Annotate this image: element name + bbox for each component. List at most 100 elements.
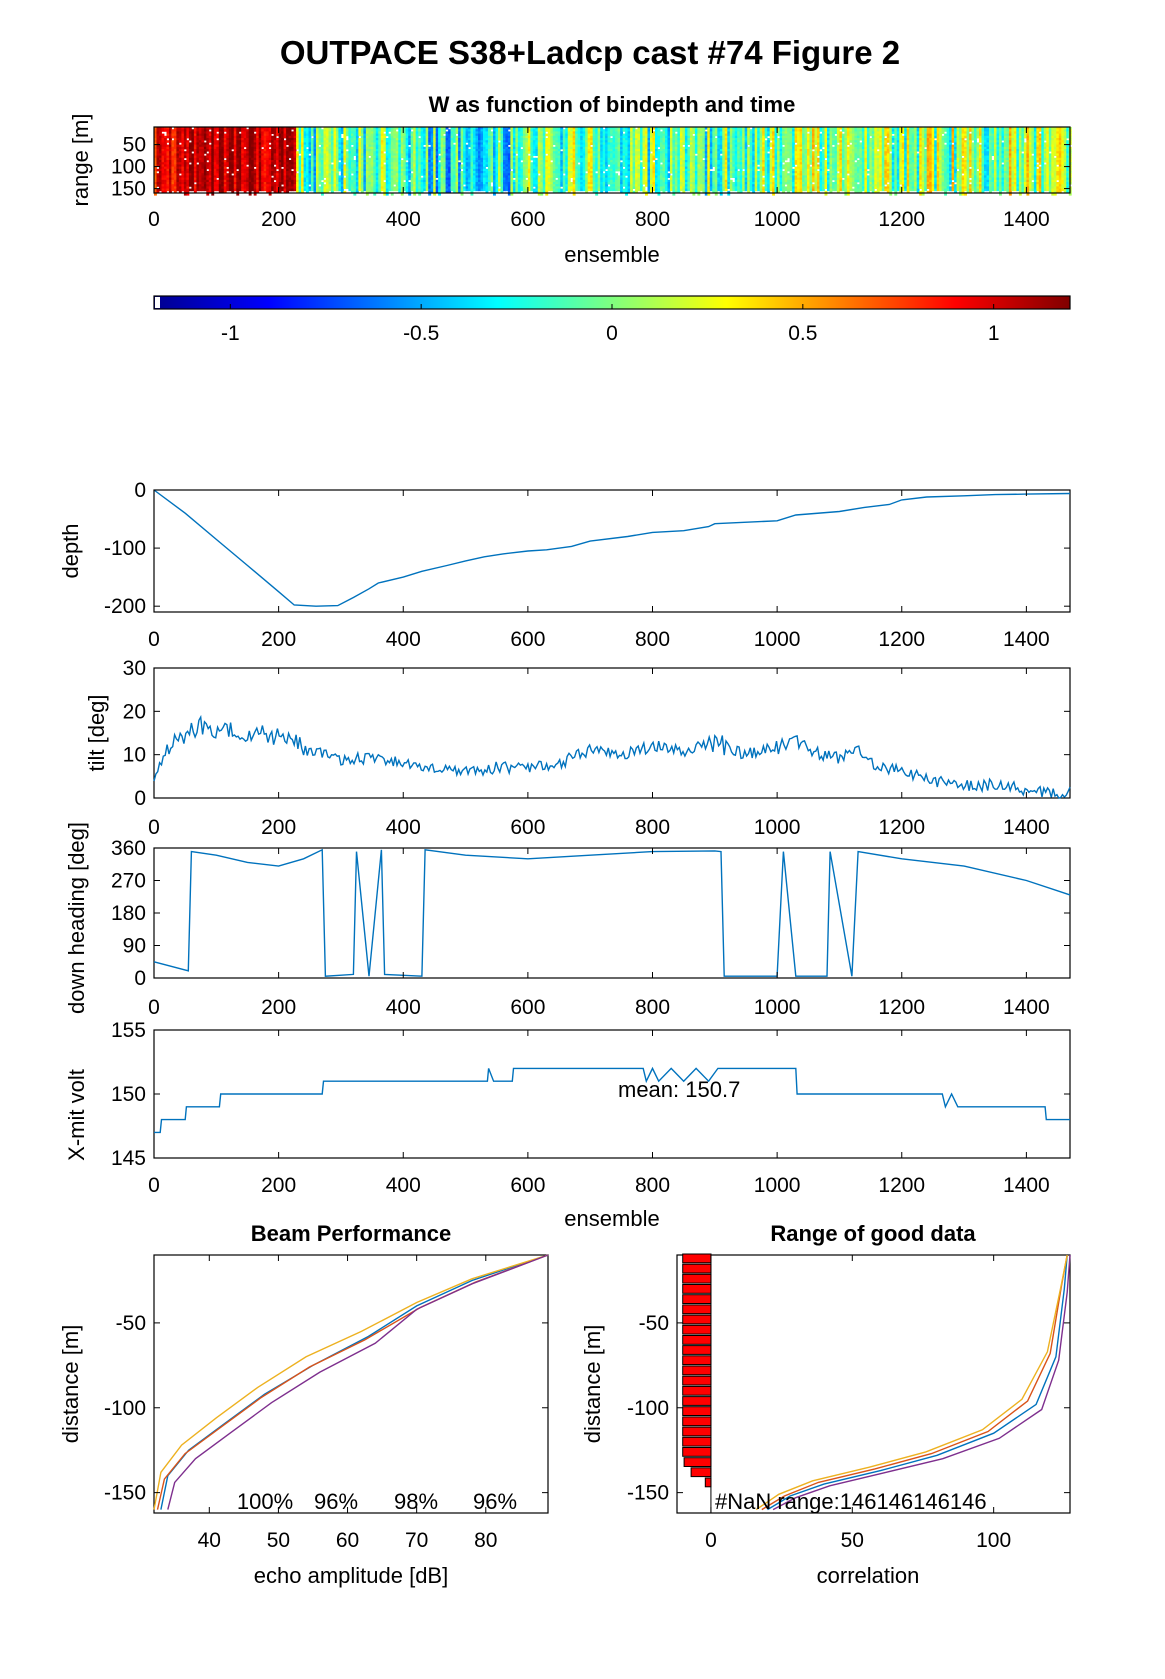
heatmap-cell: [350, 149, 354, 152]
heatmap-cell: [238, 164, 242, 167]
heatmap-cell: [286, 166, 289, 170]
heatmap-cell: [480, 175, 484, 178]
heatmap-cell: [353, 162, 357, 165]
heatmap-cell: [480, 155, 484, 159]
heatmap-cell: [159, 166, 162, 170]
heatmap-cell: [515, 142, 519, 145]
heatmap-cell: [445, 144, 449, 148]
heatmap-cell: [323, 184, 327, 187]
heatmap-cell: [575, 175, 579, 178]
heatmap-cell: [159, 127, 162, 130]
heatmap-cell: [512, 153, 516, 156]
heatmap-cell: [169, 151, 172, 154]
heatmap-cell: [326, 188, 329, 192]
heatmap-cell: [465, 127, 469, 130]
heatmap-cell: [465, 144, 469, 148]
heatmap-cell: [338, 151, 342, 154]
heatmap-cell: [537, 175, 541, 178]
heatmap-cell: [233, 153, 237, 156]
heatmap-cell: [525, 131, 529, 134]
heatmap-cell: [241, 138, 245, 141]
heatmap-cell: [380, 173, 384, 176]
heatmap-cell: [470, 153, 474, 156]
heatmap-cell: [253, 129, 257, 132]
heatmap-cell: [355, 129, 359, 132]
heatmap-cell: [390, 131, 394, 134]
heatmap-cell: [393, 166, 397, 170]
heatmap-cell: [460, 135, 464, 139]
heatmap-cell: [522, 129, 526, 132]
heatmap-cell: [211, 135, 215, 139]
heatmap-cell: [410, 135, 414, 139]
heatmap-cell: [445, 186, 449, 189]
heatmap-cell: [316, 127, 319, 130]
heatmap-cell: [395, 127, 399, 130]
heatmap-cell: [263, 166, 267, 170]
heatmap-cell: [303, 129, 307, 132]
heatmap-cell: [251, 184, 255, 187]
heatmap-cell: [288, 168, 292, 172]
heatmap-cell: [450, 175, 454, 178]
heatmap-cell: [228, 166, 232, 170]
heatmap-cell: [166, 146, 170, 150]
heatmap-cell: [547, 182, 551, 185]
heatmap-cell: [403, 184, 407, 187]
heatmap-cell: [567, 149, 571, 152]
heatmap-cell: [373, 149, 377, 152]
heatmap-cell: [348, 144, 352, 148]
heatmap-cell: [565, 144, 569, 148]
heatmap-cell: [231, 166, 235, 170]
heatmap-cell: [223, 179, 227, 183]
heatmap-cell: [443, 146, 446, 150]
heatmap-cell: [218, 173, 222, 176]
heatmap-cell: [340, 155, 344, 159]
heatmap-cell: [405, 171, 409, 174]
heatmap-cell: [278, 127, 282, 130]
heatmap-cell: [291, 135, 294, 139]
heatmap-cell: [438, 162, 441, 165]
heatmap-cell: [333, 173, 337, 176]
heatmap-cell: [535, 162, 539, 165]
heatmap-cell: [321, 133, 324, 137]
heatmap-cell: [410, 184, 414, 187]
heatmap-cell: [281, 144, 284, 148]
heatmap-cell: [228, 175, 232, 178]
heatmap-cell: [537, 129, 541, 132]
heatmap-cell: [470, 186, 474, 189]
heatmap-cell: [178, 129, 182, 132]
heatmap-cell: [370, 155, 374, 159]
heatmap-cell: [515, 157, 519, 161]
heatmap-cell: [256, 166, 260, 170]
heatmap-cell: [331, 164, 334, 167]
heatmap-cell: [231, 162, 235, 165]
heatmap-cell: [488, 157, 491, 161]
heatmap-cell: [208, 127, 212, 130]
heatmap-cell: [263, 182, 267, 185]
heatmap-cell: [281, 146, 284, 150]
heatmap-cell: [403, 151, 407, 154]
heatmap-cell: [425, 157, 429, 161]
heatmap-cell: [263, 177, 267, 181]
heatmap-cell: [173, 182, 177, 185]
heatmap-cell: [238, 179, 242, 183]
heatmap-cell: [203, 179, 207, 183]
heatmap-cell: [378, 131, 382, 134]
heatmap-cell: [410, 164, 414, 167]
heatmap-cell: [428, 175, 432, 178]
heatmap-cell: [293, 133, 297, 137]
heatmap-cell: [360, 149, 364, 152]
heatmap-cell: [208, 133, 212, 137]
heatmap-cell: [582, 184, 586, 187]
heatmap-cell: [183, 186, 187, 189]
heatmap-cell: [378, 184, 382, 187]
heatmap-cell: [228, 133, 232, 137]
heatmap-cell: [218, 164, 222, 167]
heatmap-cell: [154, 149, 157, 152]
heatmap-cell: [338, 140, 342, 143]
heatmap-cell: [450, 146, 454, 150]
heatmap-cell: [400, 193, 404, 196]
heatmap-cell: [191, 177, 195, 181]
heatmap-cell: [512, 133, 516, 137]
heatmap-cell: [375, 157, 379, 161]
heatmap-cell: [178, 151, 182, 154]
